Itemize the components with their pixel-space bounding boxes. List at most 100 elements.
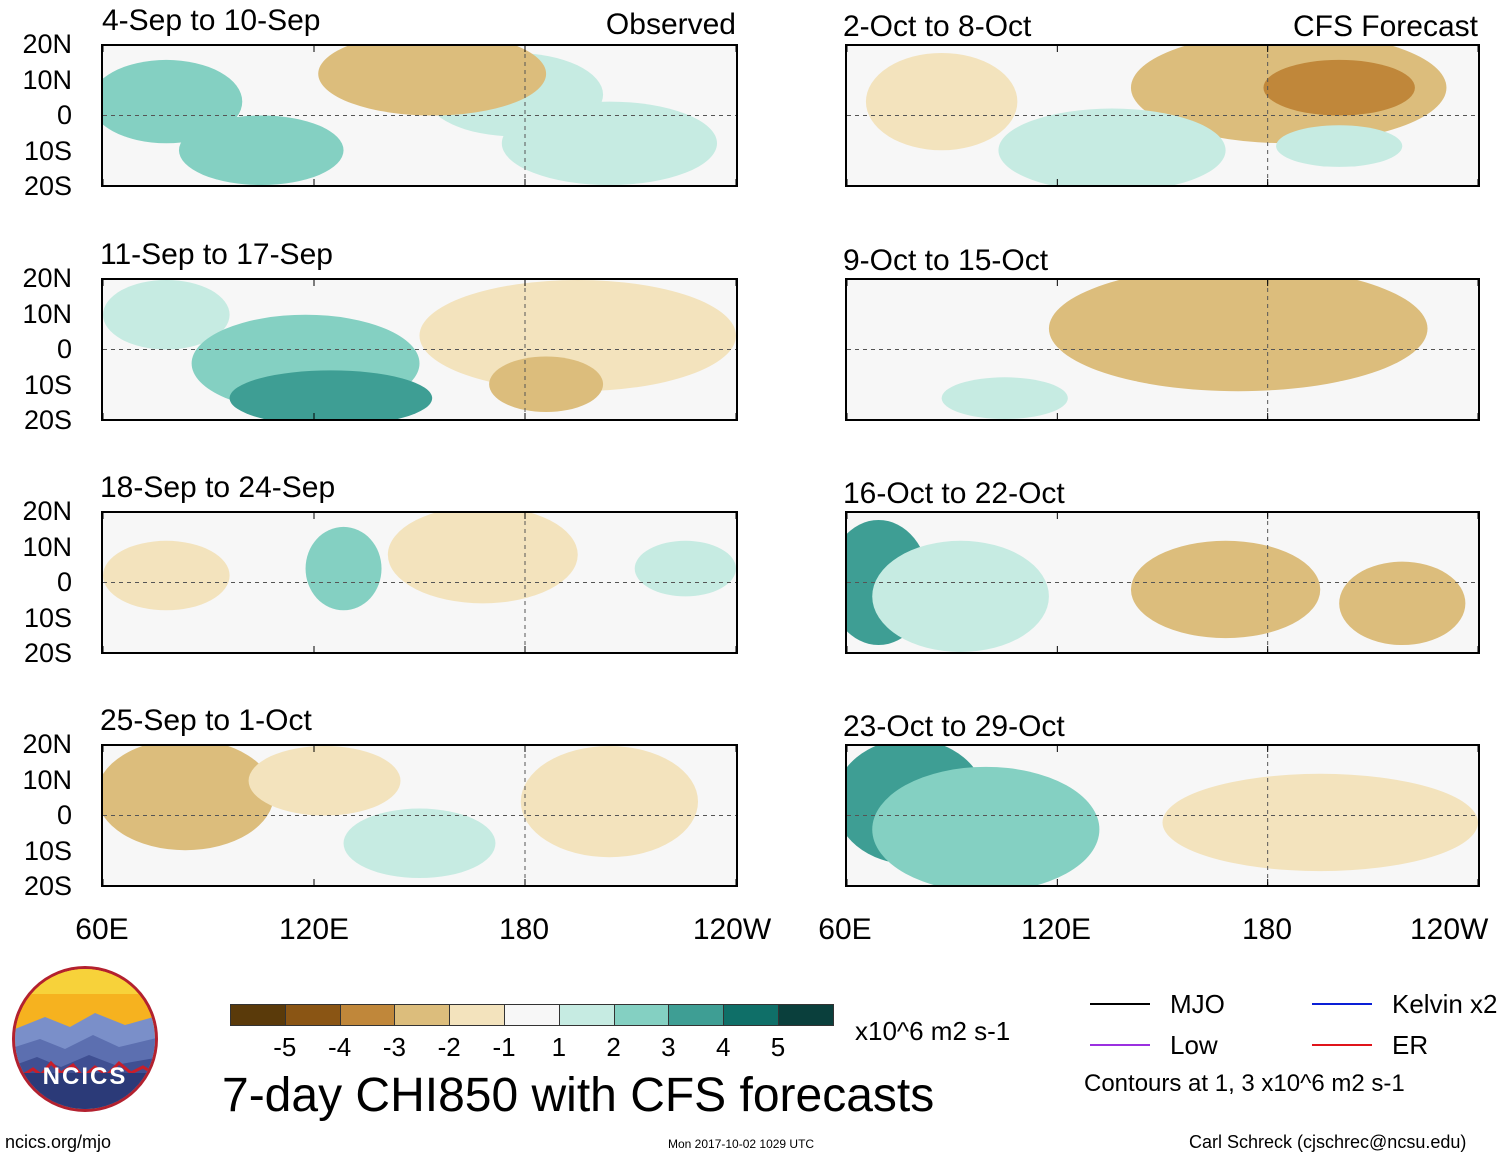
map-field bbox=[103, 46, 736, 185]
lat-tick-label: 10S bbox=[23, 135, 72, 166]
lon-tick-label: 60E bbox=[75, 913, 129, 946]
chi-anomaly-region bbox=[103, 280, 230, 350]
colorbar-tick-label: -4 bbox=[328, 1032, 352, 1062]
lat-tick-label: 20S bbox=[23, 638, 72, 668]
lat-tick-label: 10S bbox=[23, 602, 72, 633]
lon-tick-label: 120W bbox=[692, 913, 772, 946]
colorbar-swatch bbox=[558, 1004, 615, 1026]
lat-tick-label: 20N bbox=[22, 496, 72, 526]
lat-tick-label: 10S bbox=[23, 835, 72, 866]
lat-tick-label: 20S bbox=[23, 405, 72, 435]
chi-anomaly-region bbox=[387, 513, 578, 604]
map-field bbox=[847, 746, 1478, 885]
colorbar-tick-label: -3 bbox=[382, 1032, 406, 1062]
colorbar-swatch bbox=[778, 1004, 834, 1026]
lat-tick-label: 0 bbox=[56, 334, 72, 364]
chi-anomaly-region bbox=[1048, 280, 1428, 392]
lat-tick-label: 20N bbox=[22, 263, 72, 293]
chi-anomaly-region bbox=[305, 526, 382, 611]
colorbar-tick-label: 2 bbox=[606, 1032, 621, 1062]
colorbar-tick-label: 4 bbox=[715, 1032, 731, 1062]
lon-tick-label: 120W bbox=[1410, 913, 1489, 946]
main-title: 7-day CHI850 with CFS forecasts bbox=[222, 1069, 935, 1122]
colorbar-units: x10^6 m2 s-1 bbox=[855, 1016, 1011, 1046]
colorbar-tick-label: -1 bbox=[492, 1032, 516, 1062]
logo-text: NCICS bbox=[42, 1063, 128, 1090]
footer-timestamp: Mon 2017-10-02 1029 UTC bbox=[668, 1137, 815, 1151]
panel-period: 16-Oct to 22-Oct bbox=[843, 477, 1065, 510]
map-panel-obs-1 bbox=[101, 44, 738, 187]
lon-tick-label: 60E bbox=[818, 913, 872, 946]
map-panel-obs-4 bbox=[101, 744, 738, 887]
colorbar-swatch bbox=[668, 1004, 725, 1026]
chi-anomaly-region bbox=[489, 356, 604, 413]
colorbar-tick-label: 5 bbox=[770, 1032, 786, 1062]
observed-label: Observed bbox=[605, 8, 736, 41]
legend-line-er bbox=[1312, 1044, 1372, 1046]
lon-tick-label: 180 bbox=[1241, 913, 1293, 946]
chi-anomaly-region bbox=[998, 108, 1226, 185]
legend-label-kelvin: Kelvin x2 bbox=[1392, 989, 1498, 1019]
chi-anomaly-region bbox=[229, 370, 433, 419]
lat-tick-label: 0 bbox=[56, 100, 72, 130]
colorbar-swatch bbox=[230, 1004, 286, 1026]
colorbar-swatch bbox=[284, 1004, 341, 1026]
lat-tick-label: 10N bbox=[22, 64, 72, 95]
lon-tick-label: 120E bbox=[1020, 913, 1092, 946]
chi-anomaly-region bbox=[103, 746, 274, 851]
chi-anomaly-region bbox=[1276, 125, 1403, 167]
map-panel-obs-3 bbox=[101, 511, 738, 654]
chi-anomaly-region bbox=[872, 540, 1049, 652]
chi-anomaly-region bbox=[1162, 773, 1478, 872]
chi-anomaly-region bbox=[634, 540, 736, 597]
lat-tick-label: 10S bbox=[23, 369, 72, 400]
colorbar-swatch bbox=[504, 1004, 560, 1026]
lat-tick-label: 10N bbox=[22, 298, 72, 329]
map-field bbox=[103, 513, 736, 652]
chi-anomaly-region bbox=[419, 280, 736, 392]
map-panel-fcst-4 bbox=[845, 744, 1480, 887]
chi-anomaly-region bbox=[103, 59, 243, 144]
chi-anomaly-region bbox=[318, 46, 547, 116]
colorbar-swatch bbox=[723, 1004, 779, 1026]
lon-tick-label: 180 bbox=[498, 913, 550, 946]
legend-label-low: Low bbox=[1170, 1030, 1218, 1060]
footer-url[interactable]: ncics.org/mjo bbox=[5, 1132, 112, 1152]
lat-tick-label: 0 bbox=[56, 567, 72, 597]
colorbar-tick-label: 3 bbox=[661, 1032, 676, 1062]
panel-period: 18-Sep to 24-Sep bbox=[100, 471, 336, 504]
map-panel-fcst-2 bbox=[845, 278, 1480, 421]
panel-period: 11-Sep to 17-Sep bbox=[100, 238, 333, 271]
panel-period: 25-Sep to 1-Oct bbox=[100, 704, 312, 737]
colorbar-swatch bbox=[449, 1004, 505, 1026]
legend-line-kelvin bbox=[1312, 1003, 1372, 1005]
chi-anomaly-region bbox=[941, 377, 1068, 419]
lat-tick-label: 0 bbox=[56, 800, 72, 830]
map-field bbox=[103, 746, 736, 885]
colorbar-tick-label: -2 bbox=[437, 1032, 461, 1062]
lat-tick-label: 20N bbox=[22, 29, 72, 59]
map-panel-fcst-1 bbox=[845, 44, 1480, 187]
legend-line-mjo bbox=[1090, 1003, 1150, 1005]
colorbar-tick-label: -5 bbox=[273, 1032, 297, 1062]
chi-anomaly-region bbox=[1339, 561, 1466, 646]
lat-tick-label: 20S bbox=[23, 171, 72, 201]
colorbar-swatch bbox=[394, 1004, 451, 1026]
chi-anomaly-region bbox=[343, 808, 496, 879]
chi-anomaly-region bbox=[865, 52, 1018, 151]
lat-tick-label: 20S bbox=[23, 871, 72, 901]
chi-anomaly-region bbox=[872, 766, 1100, 885]
panel-period: 9-Oct to 15-Oct bbox=[843, 244, 1049, 277]
lat-tick-label: 20N bbox=[22, 729, 72, 759]
map-panel-fcst-3 bbox=[845, 511, 1480, 654]
ncics-logo: NCICS bbox=[12, 966, 158, 1112]
lat-tick-label: 10N bbox=[22, 531, 72, 562]
map-field bbox=[847, 280, 1478, 419]
colorbar-swatch bbox=[613, 1004, 670, 1026]
panel-period: 4-Sep to 10-Sep bbox=[102, 4, 321, 37]
chi-anomaly-region bbox=[1263, 59, 1415, 116]
footer-credit: Carl Schreck (cjschrec@ncsu.edu) bbox=[1189, 1132, 1467, 1152]
chi-anomaly-region bbox=[248, 746, 401, 816]
map-field bbox=[847, 46, 1478, 185]
map-field bbox=[847, 513, 1478, 652]
